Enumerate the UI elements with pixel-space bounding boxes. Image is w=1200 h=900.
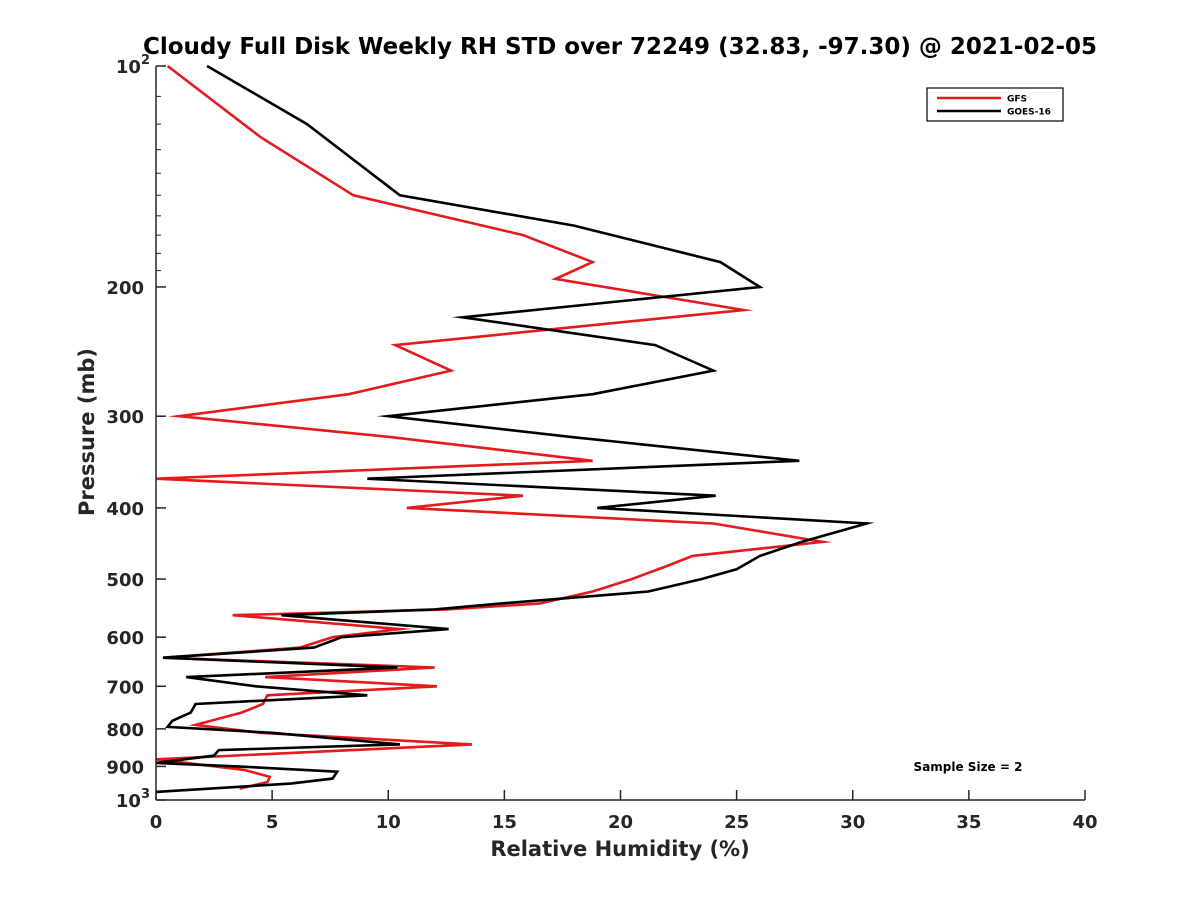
y-tick-label: 102 [116, 53, 150, 78]
y-tick-label: 600 [106, 628, 144, 649]
series-line-goes-16 [155, 64, 875, 794]
legend: GFS GOES-16 [926, 87, 1064, 122]
x-tick-label: 20 [608, 812, 633, 833]
x-tick-label: 40 [1072, 812, 1097, 833]
chart-title: Cloudy Full Disk Weekly RH STD over 7224… [143, 34, 1097, 60]
x-tick-label: 10 [376, 812, 401, 833]
series-line-gfs [155, 64, 833, 790]
legend-label: GOES-16 [1007, 108, 1051, 118]
x-tick-label: 15 [492, 812, 517, 833]
y-tick-label: 300 [106, 407, 144, 428]
plot-area [155, 64, 875, 794]
y-tick-label: 400 [106, 499, 144, 520]
x-tick-label: 25 [724, 812, 749, 833]
x-axis: 0 5 10 15 20 25 30 35 40 [150, 790, 1098, 833]
x-tick-label: 30 [840, 812, 865, 833]
y-tick-label: 800 [106, 720, 144, 741]
y-tick-label: 500 [106, 570, 144, 591]
y-axis: 102 200 300 400 500 600 700 800 900 103 [106, 53, 166, 812]
legend-label: GFS [1007, 95, 1027, 105]
y-axis-label: Pressure (mb) [75, 348, 99, 516]
y-tick-label: 900 [106, 757, 144, 778]
sample-size-annotation: Sample Size = 2 [914, 760, 1023, 774]
y-tick-label: 200 [106, 278, 144, 299]
x-tick-label: 0 [150, 812, 163, 833]
legend-box [926, 87, 1064, 122]
y-tick-label: 700 [106, 677, 144, 698]
x-tick-label: 5 [266, 812, 279, 833]
x-tick-label: 35 [956, 812, 981, 833]
y-tick-label: 103 [116, 787, 150, 812]
x-axis-label: Relative Humidity (%) [490, 837, 749, 861]
